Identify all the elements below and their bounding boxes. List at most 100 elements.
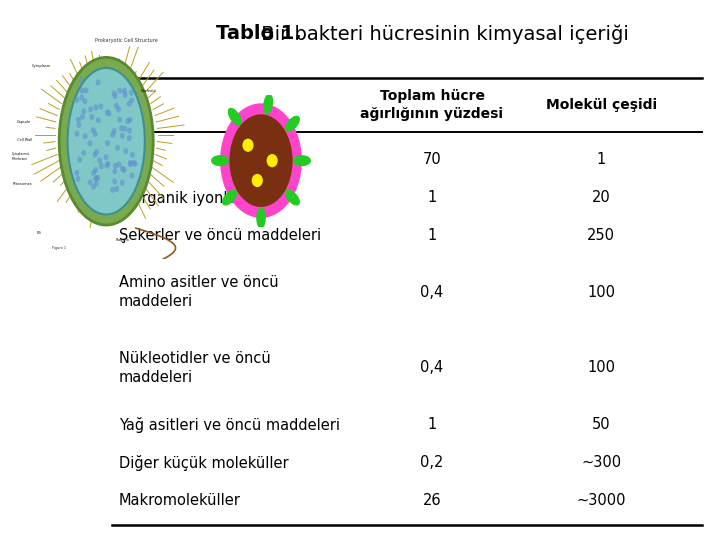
Ellipse shape: [120, 179, 125, 186]
Ellipse shape: [94, 104, 99, 111]
Text: Nükleotidler ve öncü
maddeleri: Nükleotidler ve öncü maddeleri: [119, 351, 271, 384]
Ellipse shape: [131, 160, 136, 166]
Ellipse shape: [104, 154, 109, 160]
Ellipse shape: [114, 103, 119, 109]
Ellipse shape: [285, 117, 300, 131]
Ellipse shape: [112, 168, 117, 174]
Ellipse shape: [122, 167, 127, 173]
Ellipse shape: [81, 150, 86, 156]
Ellipse shape: [230, 114, 292, 207]
Ellipse shape: [74, 131, 79, 137]
Ellipse shape: [80, 113, 85, 120]
Ellipse shape: [117, 161, 121, 167]
Text: Şekerler ve öncü maddeleri: Şekerler ve öncü maddeleri: [119, 228, 321, 242]
Ellipse shape: [76, 176, 81, 182]
Ellipse shape: [117, 87, 122, 94]
Ellipse shape: [99, 163, 104, 169]
Ellipse shape: [84, 87, 89, 93]
Ellipse shape: [68, 68, 145, 214]
Ellipse shape: [243, 139, 253, 152]
Ellipse shape: [104, 163, 109, 168]
Text: Ribosomes: Ribosomes: [12, 181, 32, 186]
Ellipse shape: [74, 97, 79, 103]
Ellipse shape: [83, 133, 88, 139]
Ellipse shape: [93, 176, 98, 181]
Text: ~3000: ~3000: [577, 493, 626, 508]
Ellipse shape: [112, 178, 117, 185]
Ellipse shape: [294, 156, 310, 165]
Text: Molekül çeşidi: Molekül çeşidi: [546, 98, 657, 112]
Ellipse shape: [130, 152, 135, 158]
Text: Bir bakteri hücresinin kimyasal içeriği: Bir bakteri hücresinin kimyasal içeriği: [255, 24, 629, 44]
Ellipse shape: [122, 87, 127, 94]
Text: 0,4: 0,4: [420, 285, 444, 300]
Ellipse shape: [285, 190, 300, 205]
Ellipse shape: [91, 170, 96, 176]
Ellipse shape: [220, 103, 302, 218]
Ellipse shape: [122, 126, 127, 132]
Ellipse shape: [97, 158, 102, 164]
Text: 0,2: 0,2: [420, 455, 444, 470]
Ellipse shape: [228, 109, 241, 125]
Ellipse shape: [88, 140, 92, 146]
Ellipse shape: [129, 90, 134, 96]
Text: Makromoleküller: Makromoleküller: [119, 493, 240, 508]
Ellipse shape: [93, 131, 98, 137]
Ellipse shape: [95, 175, 100, 181]
Ellipse shape: [125, 118, 130, 124]
Ellipse shape: [89, 114, 94, 120]
Ellipse shape: [105, 109, 109, 116]
Text: 1: 1: [597, 152, 606, 167]
Ellipse shape: [112, 128, 117, 134]
Ellipse shape: [128, 161, 133, 167]
Text: Tablo 1.: Tablo 1.: [216, 24, 302, 43]
Text: Amino asitler ve öncü
maddeleri: Amino asitler ve öncü maddeleri: [119, 275, 279, 309]
Text: Figure 1: Figure 1: [52, 246, 66, 250]
Ellipse shape: [82, 98, 87, 104]
Text: Cytoplasm: Cytoplasm: [32, 64, 51, 68]
Text: İnorganik iyonlar: İnorganik iyonlar: [119, 189, 243, 206]
Ellipse shape: [106, 161, 110, 167]
Text: Prokaryotic Cell Structure: Prokaryotic Cell Structure: [94, 38, 158, 43]
Text: Pili: Pili: [37, 231, 42, 235]
Ellipse shape: [128, 160, 133, 166]
Ellipse shape: [94, 175, 99, 181]
Text: 26: 26: [423, 493, 441, 508]
Ellipse shape: [79, 94, 84, 100]
Ellipse shape: [88, 106, 93, 113]
Ellipse shape: [81, 108, 86, 114]
Text: 1: 1: [428, 228, 436, 242]
Ellipse shape: [127, 127, 132, 134]
Text: Diğer küçük moleküller: Diğer küçük moleküller: [119, 455, 289, 471]
Text: Nucleoid: Nucleoid: [141, 89, 156, 92]
Ellipse shape: [96, 117, 101, 123]
Ellipse shape: [77, 157, 82, 163]
Ellipse shape: [257, 208, 265, 228]
Text: 100: 100: [588, 285, 615, 300]
Ellipse shape: [123, 148, 128, 154]
Ellipse shape: [222, 190, 237, 205]
Text: Cell Wall: Cell Wall: [17, 138, 32, 142]
Ellipse shape: [112, 90, 117, 97]
Ellipse shape: [110, 132, 115, 138]
Text: Yağ asitleri ve öncü maddeleri: Yağ asitleri ve öncü maddeleri: [119, 417, 340, 433]
Ellipse shape: [76, 117, 81, 123]
Ellipse shape: [266, 154, 278, 167]
Ellipse shape: [132, 161, 138, 167]
Ellipse shape: [78, 77, 84, 84]
Ellipse shape: [96, 79, 101, 85]
Ellipse shape: [91, 184, 96, 190]
Ellipse shape: [252, 174, 263, 187]
Ellipse shape: [130, 172, 135, 179]
Ellipse shape: [76, 122, 81, 128]
Ellipse shape: [88, 179, 93, 185]
Ellipse shape: [114, 186, 120, 192]
Ellipse shape: [113, 163, 117, 169]
Text: Toplam hücre
ağırlığının yüzdesi: Toplam hücre ağırlığının yüzdesi: [361, 89, 503, 122]
Text: Capsule: Capsule: [17, 119, 31, 124]
Text: 20: 20: [592, 190, 611, 205]
Ellipse shape: [94, 181, 99, 187]
Ellipse shape: [120, 133, 125, 139]
Ellipse shape: [91, 127, 96, 133]
Ellipse shape: [120, 166, 125, 172]
